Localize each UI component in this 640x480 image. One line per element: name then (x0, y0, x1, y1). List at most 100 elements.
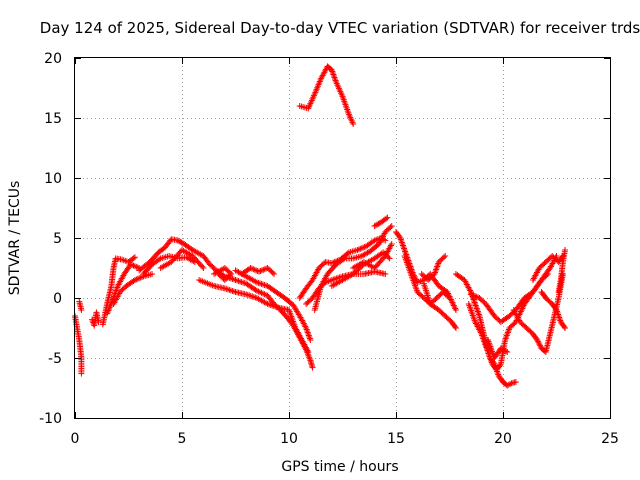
data-point (260, 281, 267, 288)
data-point (350, 121, 357, 127)
y-tick-label: 0 (53, 291, 62, 307)
data-point (237, 278, 244, 285)
data-point (256, 268, 263, 275)
data-point (497, 362, 504, 369)
data-point (199, 263, 206, 270)
data-point (251, 266, 258, 273)
data-point (133, 263, 140, 270)
data-point (247, 265, 254, 271)
data-point (257, 268, 264, 274)
data-point (229, 287, 236, 294)
data-point (258, 267, 265, 274)
y-tick-label: 20 (44, 51, 62, 67)
data-point (383, 215, 390, 222)
data-point (131, 277, 138, 283)
data-point (440, 254, 447, 261)
data-point (78, 307, 85, 313)
data-point (177, 238, 184, 245)
data-point (174, 237, 181, 244)
data-point (223, 285, 230, 292)
data-point (221, 285, 228, 292)
y-axis-label: SDTVAR / TECUs (7, 181, 23, 296)
data-point (307, 337, 314, 343)
data-point (467, 291, 474, 298)
data-point (167, 237, 174, 244)
data-point (176, 238, 183, 245)
data-point (133, 276, 140, 283)
data-point (504, 349, 511, 355)
plot-frame (74, 57, 611, 419)
data-point (452, 323, 459, 330)
data-point (374, 221, 381, 228)
data-point (396, 233, 403, 240)
data-point (271, 271, 278, 277)
data-point (130, 262, 137, 269)
data-point (355, 246, 362, 253)
data-point (131, 254, 138, 261)
data-point (501, 347, 508, 354)
data-point (200, 265, 207, 271)
data-point (234, 277, 241, 284)
data-point (248, 265, 255, 272)
data-point (263, 265, 270, 272)
data-point (502, 348, 509, 355)
data-point (249, 293, 256, 300)
data-point (156, 256, 163, 263)
x-tick-label: 20 (494, 431, 512, 447)
data-point (178, 239, 185, 246)
data-point (382, 237, 389, 244)
data-point (536, 341, 543, 348)
data-point (230, 276, 237, 283)
data-point (305, 349, 312, 355)
data-point (253, 267, 260, 274)
data-point (375, 220, 382, 227)
chart-title: Day 124 of 2025, Sidereal Day-to-day VTE… (40, 19, 640, 37)
data-point (134, 275, 141, 282)
data-point (260, 266, 267, 273)
data-point (216, 272, 223, 279)
data-point (131, 263, 138, 270)
data-point (512, 379, 519, 385)
data-point (473, 293, 480, 300)
data-point (442, 253, 449, 259)
data-point (445, 293, 452, 300)
axis-tick-labels: 0 5 10 15 20 25 -10 -5 0 5 10 15 20 (39, 51, 619, 447)
y-tick-label: 10 (44, 171, 62, 187)
data-point (328, 260, 335, 267)
y-tick-label: 15 (44, 111, 62, 127)
data-point (357, 245, 364, 252)
data-point (388, 241, 395, 247)
data-point (358, 245, 365, 252)
data-point (139, 274, 146, 280)
data-point (562, 247, 569, 253)
data-point (470, 292, 477, 299)
data-point (472, 293, 479, 300)
data-point (552, 305, 559, 312)
data-point (446, 295, 453, 301)
data-point (370, 238, 377, 245)
data-point (78, 370, 85, 377)
data-point (224, 286, 231, 293)
data-point (130, 255, 137, 262)
data-point (340, 256, 347, 263)
axis-ticks (75, 58, 611, 419)
data-point (127, 261, 134, 268)
x-tick-label: 25 (601, 431, 619, 447)
data-point (388, 223, 395, 229)
data-point (371, 223, 378, 229)
data-point (500, 346, 507, 353)
data-point (250, 266, 257, 273)
data-point (230, 288, 237, 295)
x-tick-label: 10 (280, 431, 298, 447)
x-tick-label: 5 (178, 431, 187, 447)
data-point (269, 269, 276, 276)
data-point (129, 262, 136, 268)
data-point (387, 224, 394, 231)
data-point (309, 364, 316, 371)
data-point (534, 338, 541, 345)
data-point (243, 291, 250, 298)
data-point (535, 339, 542, 346)
data-point (490, 359, 497, 366)
data-point (534, 337, 541, 343)
y-tick-label: 5 (53, 231, 62, 247)
